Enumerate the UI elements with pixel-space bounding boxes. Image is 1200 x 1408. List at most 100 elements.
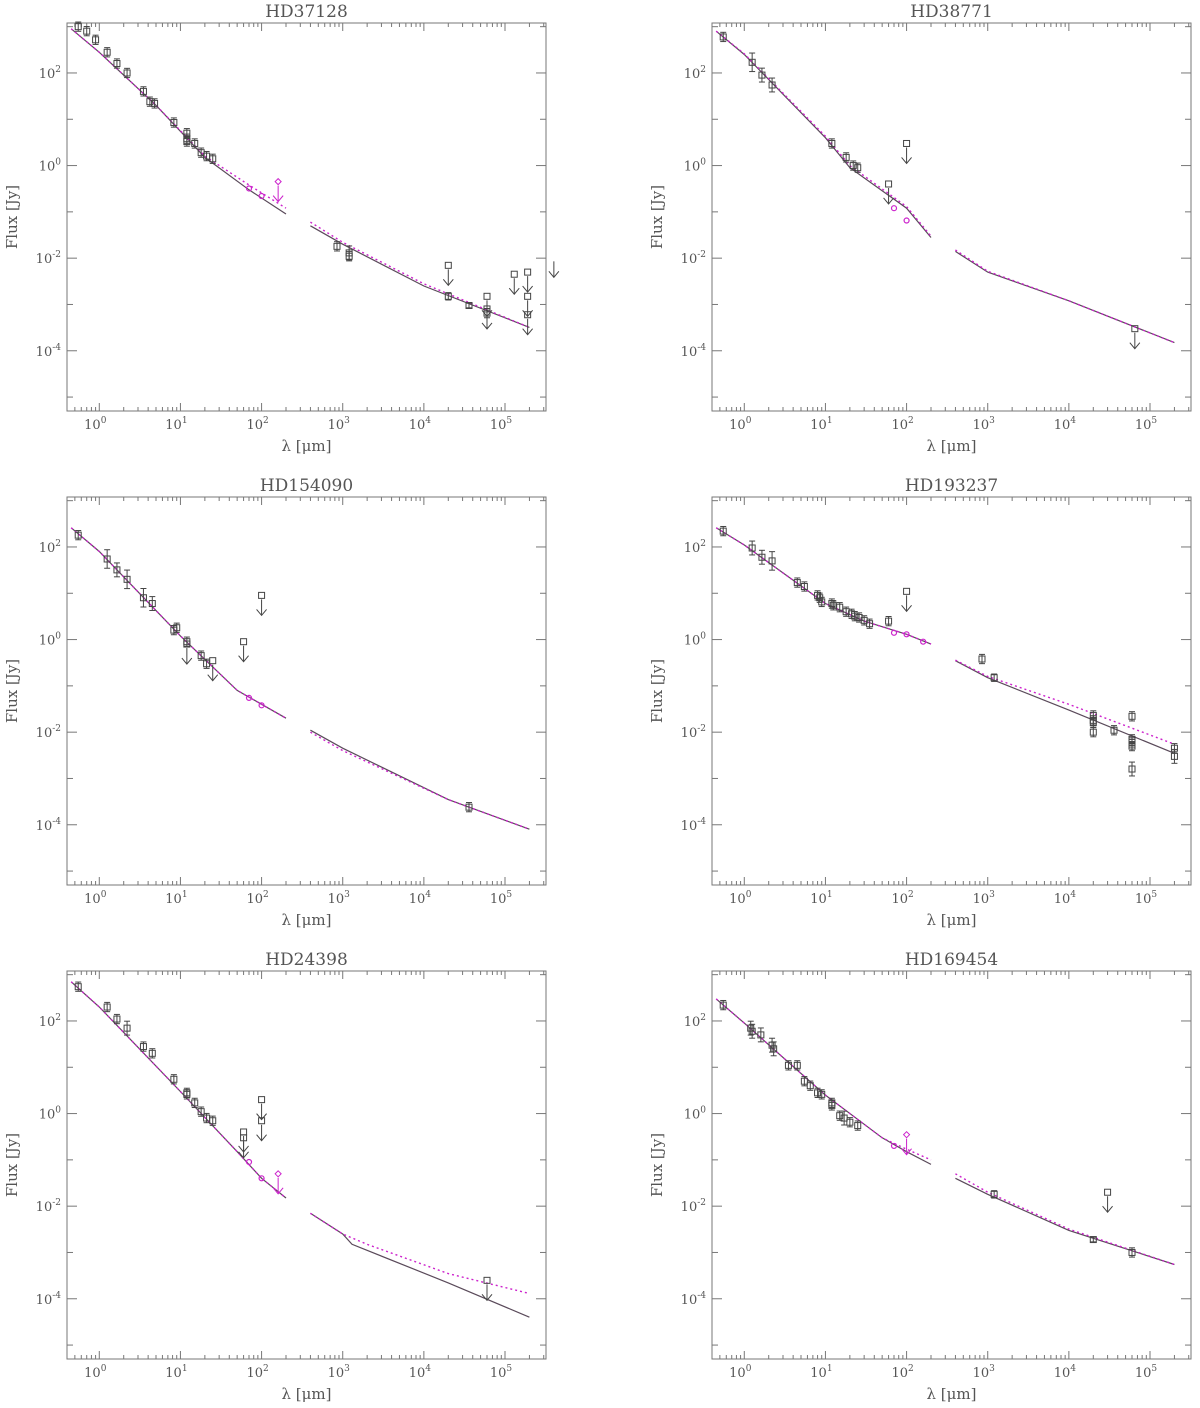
plot-frame xyxy=(711,970,1192,1360)
upper-limit-arrow xyxy=(256,609,267,617)
y-tick-label: 102 xyxy=(39,65,61,82)
x-axis-label: λ [μm] xyxy=(927,1385,977,1403)
x-tick-label: 101 xyxy=(165,416,187,433)
upper-limit-point xyxy=(483,292,491,300)
x-tick-label: 101 xyxy=(165,890,187,907)
model-line-solid xyxy=(310,729,530,830)
data-point xyxy=(990,674,998,682)
y-tick-label: 10-4 xyxy=(36,817,62,834)
data-point xyxy=(846,1118,854,1126)
chart-title: HD38771 xyxy=(910,2,993,22)
herschel-upper-arrow xyxy=(901,1148,912,1156)
model-line-solid xyxy=(715,30,932,238)
data-point xyxy=(83,27,91,35)
data-point xyxy=(885,617,893,625)
data-point xyxy=(333,242,341,250)
x-tick-label: 102 xyxy=(891,416,913,433)
upper-limit-point xyxy=(258,591,266,599)
upper-limit-arrow xyxy=(481,322,493,330)
data-point xyxy=(197,652,205,660)
upper-limit-point xyxy=(903,587,911,595)
y-tick-label: 102 xyxy=(39,1013,61,1030)
data-point xyxy=(183,138,191,146)
data-point xyxy=(123,69,131,77)
chart-panel: HD169454 100 101 102 103 104 105 10-4 10-2 100 102… xyxy=(648,950,1192,1403)
y-axis-label: Flux [Jy] xyxy=(648,185,666,249)
herschel-upper-point xyxy=(902,1130,911,1139)
data-point xyxy=(818,1090,826,1098)
data-point xyxy=(170,119,178,127)
herschel-point xyxy=(258,1175,265,1182)
data-point xyxy=(465,803,473,811)
y-tick-label: 10-4 xyxy=(681,343,707,360)
data-point xyxy=(836,1112,844,1120)
data-point xyxy=(146,98,154,106)
y-axis-label: Flux [Jy] xyxy=(648,659,666,723)
y-tick-label: 100 xyxy=(684,632,707,649)
upper-limit-arrow xyxy=(238,655,249,663)
data-point xyxy=(173,624,181,632)
herschel-upper-point xyxy=(274,177,282,186)
data-point xyxy=(113,566,121,574)
y-tick-label: 102 xyxy=(684,539,706,556)
herschel-upper-arrow xyxy=(272,1187,284,1195)
data-point xyxy=(123,1024,131,1032)
data-point xyxy=(209,155,217,163)
data-point xyxy=(814,591,822,599)
chart-title: HD24398 xyxy=(265,950,348,970)
y-tick-label: 10-2 xyxy=(681,250,706,267)
x-tick-label: 101 xyxy=(165,1364,187,1381)
data-point xyxy=(191,139,199,147)
upper-limit-arrow xyxy=(1102,1205,1113,1214)
upper-limit-arrow xyxy=(207,674,219,682)
data-point xyxy=(345,252,353,260)
herschel-point xyxy=(920,638,927,645)
data-point xyxy=(854,1122,862,1130)
data-point xyxy=(758,553,766,561)
data-point xyxy=(139,1043,147,1051)
data-point xyxy=(719,33,727,41)
chart-panel: HD154090 100 101 102 103 104 105 10-4 10-2 100 102… xyxy=(3,476,547,929)
data-point xyxy=(139,594,147,602)
y-tick-label: 100 xyxy=(684,1106,707,1123)
y-tick-label: 100 xyxy=(39,1106,62,1123)
upper-limit-point xyxy=(483,305,491,313)
herschel-point xyxy=(245,694,253,701)
herschel-point xyxy=(245,185,253,192)
upper-limit-arrow xyxy=(901,157,912,165)
upper-limit-point xyxy=(1104,1188,1112,1196)
y-tick-label: 100 xyxy=(684,158,707,175)
upper-limit-arrow xyxy=(883,197,894,205)
data-point xyxy=(1128,712,1136,720)
data-point xyxy=(758,71,766,79)
data-point xyxy=(139,87,147,95)
data-point xyxy=(1089,719,1097,727)
x-tick-label: 104 xyxy=(409,1364,432,1381)
model-line-dotted xyxy=(715,30,932,237)
x-tick-label: 104 xyxy=(409,890,432,907)
stray-upper-arrow xyxy=(548,271,560,279)
upper-limit-arrow xyxy=(181,657,193,665)
data-point xyxy=(768,557,776,565)
y-tick-label: 10-2 xyxy=(681,1198,706,1215)
model-line-solid xyxy=(955,250,1175,344)
data-point xyxy=(148,600,156,608)
y-tick-label: 102 xyxy=(39,539,61,556)
herschel-point xyxy=(258,702,265,709)
x-tick-label: 102 xyxy=(246,890,268,907)
x-tick-label: 102 xyxy=(891,890,913,907)
x-tick-label: 100 xyxy=(729,890,752,907)
y-tick-label: 10-4 xyxy=(36,1291,62,1308)
data-point xyxy=(784,1061,792,1069)
data-point xyxy=(828,139,836,147)
data-point xyxy=(851,612,859,620)
upper-limit-arrow xyxy=(256,1134,267,1142)
data-point xyxy=(74,23,82,31)
x-tick-label: 103 xyxy=(328,416,351,433)
model-line-solid xyxy=(310,1212,530,1318)
model-line-dotted xyxy=(955,249,1175,344)
y-tick-label: 102 xyxy=(684,65,706,82)
data-point xyxy=(748,1027,756,1035)
upper-limit-point xyxy=(444,261,452,269)
